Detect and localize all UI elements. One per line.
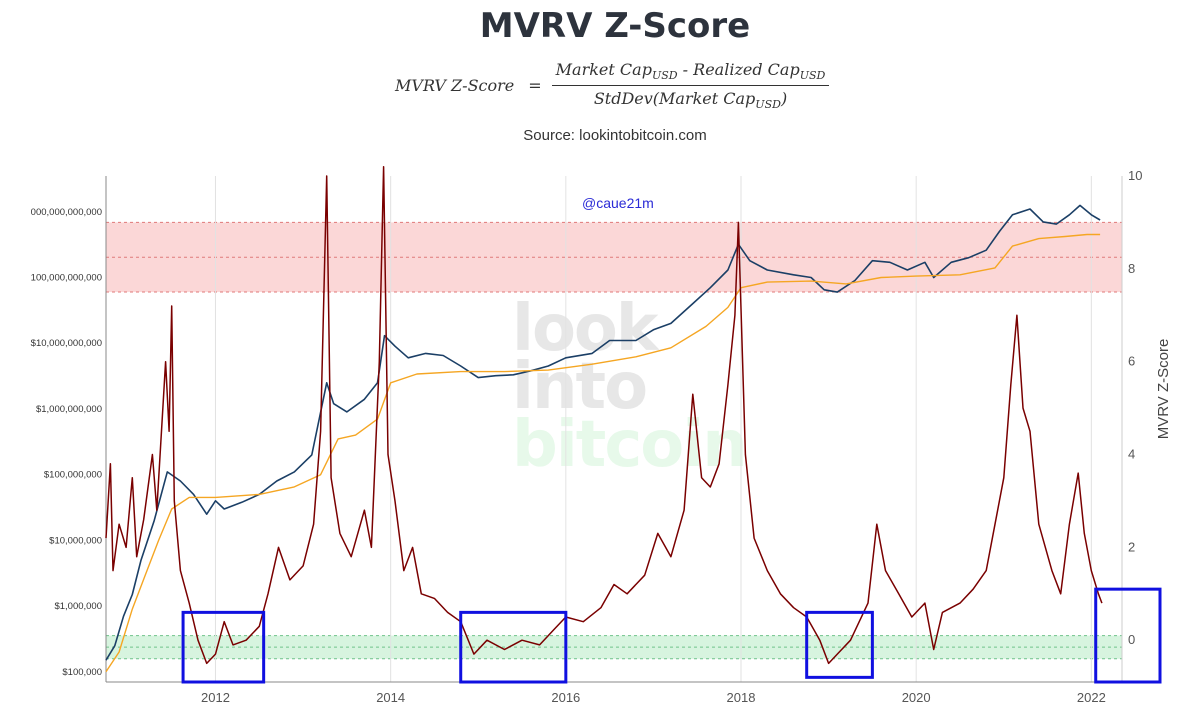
highlight-box: [805, 610, 874, 679]
right-axis-title: MVRV Z-Score: [1155, 339, 1172, 440]
formula-num-a-sub: USD: [651, 69, 678, 83]
right-tick-label: 10: [1128, 168, 1142, 183]
market-cap-line: [105, 204, 1101, 661]
formula-lhs: MVRV Z-Score: [395, 76, 515, 96]
x-tick-label: 2016: [551, 690, 580, 705]
source-text: Source: lookintobitcoin.com: [523, 127, 707, 144]
right-tick-label: 4: [1128, 447, 1135, 462]
left-tick-label: 000,000,000,000: [31, 207, 102, 218]
formula: MVRV Z-Score = Market CapUSD - Realized …: [395, 60, 830, 111]
right-tick-label: 8: [1128, 261, 1135, 276]
left-tick-label: $10,000,000: [49, 535, 102, 546]
formula-num-op: -: [677, 60, 694, 79]
right-tick-label: 6: [1128, 354, 1135, 369]
chart-title: MVRV Z-Score: [479, 6, 751, 46]
x-tick-label: 2014: [376, 690, 405, 705]
formula-denominator: StdDev(Market CapUSD): [590, 86, 791, 111]
watermark-line: look: [512, 292, 658, 366]
x-tick-label: 2020: [902, 690, 931, 705]
formula-num-b: Realized Cap: [693, 60, 800, 79]
author-handle: @caue21m: [582, 195, 654, 211]
formula-den-sub: USD: [755, 98, 781, 112]
x-tick-label: 2018: [727, 690, 756, 705]
formula-den-post: ): [780, 89, 788, 109]
formula-numerator: Market CapUSD - Realized CapUSD: [551, 60, 830, 87]
right-tick-label: 2: [1128, 539, 1135, 554]
left-tick-label: 100,000,000,000: [31, 272, 102, 283]
formula-equals: =: [528, 76, 542, 96]
watermark-line: bitcoin: [512, 408, 748, 482]
x-tick-label: 2022: [1077, 690, 1106, 705]
mvrv-chart: 2012 2014 2016 2018 2020 2022 $100,000 $1,000,0…: [31, 165, 1172, 705]
left-tick-label: $100,000: [62, 667, 102, 678]
formula-den-pre: StdDev(Market Cap: [593, 89, 756, 109]
right-tick-label: 0: [1128, 632, 1135, 647]
x-tick-label: 2012: [201, 690, 230, 705]
highlight-box: [1094, 587, 1162, 684]
realized-cap-line: [105, 233, 1101, 673]
lookintobitcoin-watermark: look into bitcoin: [512, 292, 748, 482]
highlight-box: [181, 610, 266, 684]
left-tick-label: $1,000,000,000: [36, 404, 102, 415]
left-tick-label: $10,000,000,000: [31, 338, 102, 349]
left-tick-label: $100,000,000: [44, 470, 102, 481]
formula-fraction: Market CapUSD - Realized CapUSD StdDev(M…: [551, 60, 830, 111]
highlight-box: [459, 610, 568, 684]
formula-num-a: Market Cap: [555, 60, 652, 79]
undervalued-band: [106, 635, 1122, 659]
formula-num-b-sub: USD: [799, 69, 826, 83]
left-tick-label: $1,000,000: [54, 601, 102, 612]
